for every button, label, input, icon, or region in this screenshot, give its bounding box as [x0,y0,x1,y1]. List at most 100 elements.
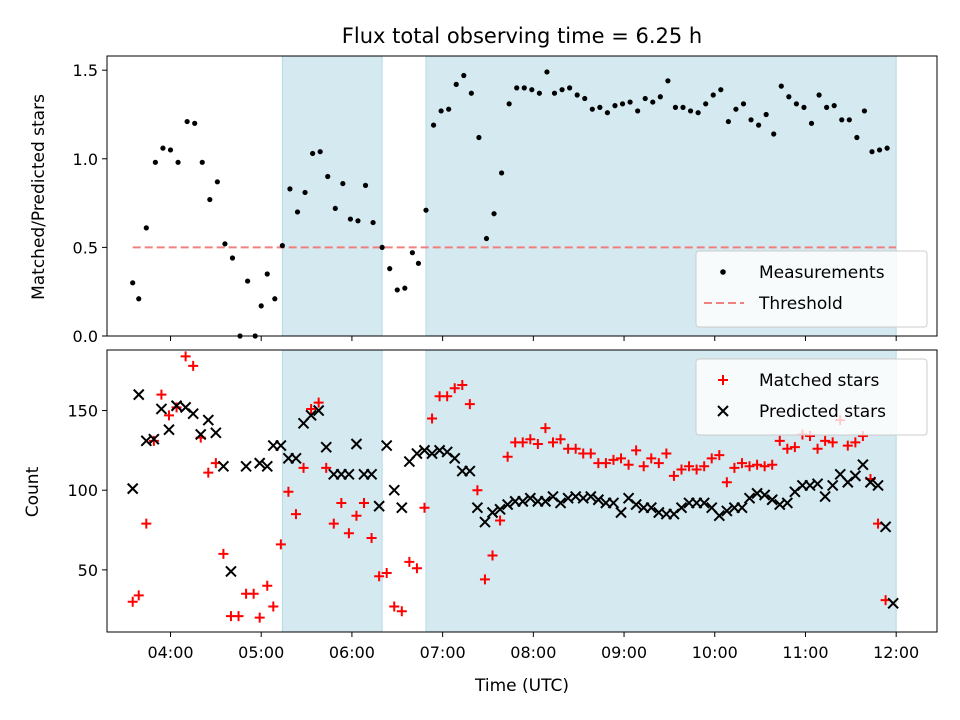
predicted-star-point [155,403,168,415]
measurement-point [476,134,482,141]
measurement-point [302,189,308,196]
predicted-star-point [517,495,529,508]
measurement-point [793,101,799,107]
matched-star-point [646,453,657,464]
predicted-star-point [380,439,393,452]
matched-star-point [133,590,144,601]
plot-layer: 0.0 0.5 1.0 1.5 Measurements Threshold 50 100 15… [67,55,938,662]
matched-star-point [389,601,400,612]
measurement-point [136,296,142,302]
predicted-star-point [781,497,794,509]
legend: Measurements Threshold [695,250,928,328]
matched-star-point [767,459,778,470]
predicted-star-point [187,408,199,420]
measurement-point [453,81,459,87]
matched-star-point [472,485,483,496]
predicted-star-point [864,476,877,488]
predicted-star-point [758,489,771,501]
predicted-star-point [645,502,657,514]
matched-star-point [691,464,702,475]
matched-star-point [623,459,634,470]
measurement-point [756,122,762,128]
measurement-point [612,103,618,109]
measurement-point [143,225,149,231]
matched-star-point [668,470,679,481]
measurement-point [214,179,220,185]
matched-star-point [359,497,370,508]
matched-star-point [827,437,838,448]
predicted-star-point [163,423,175,436]
measurement-point [423,207,429,213]
matched-star-point [419,502,430,513]
predicted-star-point [811,478,824,490]
measurement-point [347,216,354,222]
predicted-star-point [607,497,620,509]
predicted-star-point [418,444,431,457]
predicted-star-point [396,502,408,514]
matched-star-point [156,389,167,400]
matched-star-point [396,606,407,617]
measurement-point [387,266,393,272]
predicted-star-point [240,460,252,473]
y-tick-label: 100 [67,481,98,500]
measurement-point [627,99,633,105]
matched-star-point [638,461,649,472]
measurement-point [461,72,467,79]
measurement-point [544,69,550,75]
measurement-point [310,150,316,157]
matched-star-point [290,509,301,520]
measurement-point [619,101,626,107]
legend-plus-icon [718,375,728,385]
predicted-star-point [849,470,862,482]
measurement-point [521,85,527,91]
predicted-star-point [766,494,778,506]
measurement-point [332,205,338,212]
measurement-point [325,173,331,180]
matched-star-point [729,462,740,473]
predicted-star-point [217,460,230,473]
measurement-point [801,104,807,110]
axes-frame [106,349,938,633]
predicted-star-point [872,479,884,492]
measurement-point [740,101,747,107]
matched-star-point [141,518,152,529]
measurement-point [831,103,837,109]
matched-star-point [684,461,695,472]
measurement-point [710,92,716,98]
matched-star-point [585,448,596,459]
predicted-star-point [743,492,756,504]
predicted-star-point [486,506,499,519]
measurement-point [498,170,505,176]
matched-star-point [789,442,800,453]
measurement-point [778,83,784,89]
predicted-star-point [494,503,506,516]
y-tick-label: 0.5 [73,238,98,257]
measurement-point [264,271,270,277]
measurement-point [362,182,369,188]
measurement-point [152,159,158,165]
predicted-star-point [343,468,355,480]
matched-star-point [525,434,536,445]
predicted-star-point [501,498,514,511]
measurement-point [160,145,166,151]
predicted-star-point [320,441,332,453]
x-tick-label: 12:00 [873,643,919,662]
matched-star-point [233,611,244,622]
measurement-point [854,134,860,141]
matched-star-point [699,461,710,472]
measurement-point [703,101,709,107]
measurement-point [672,104,679,110]
measurement-point [167,147,174,153]
matched-star-point [464,399,475,410]
matched-star-point [366,533,377,543]
matched-star-point [706,453,717,464]
predicted-star-point [879,521,892,533]
legend: Matched stars Predicted stars [695,358,928,436]
measurement-point [175,159,181,165]
x-tick-label: 09:00 [601,643,647,662]
y-tick-label: 1.0 [73,150,98,169]
measurement-point [582,95,588,102]
matched-star-point [457,380,468,391]
matched-star-point [736,458,747,469]
